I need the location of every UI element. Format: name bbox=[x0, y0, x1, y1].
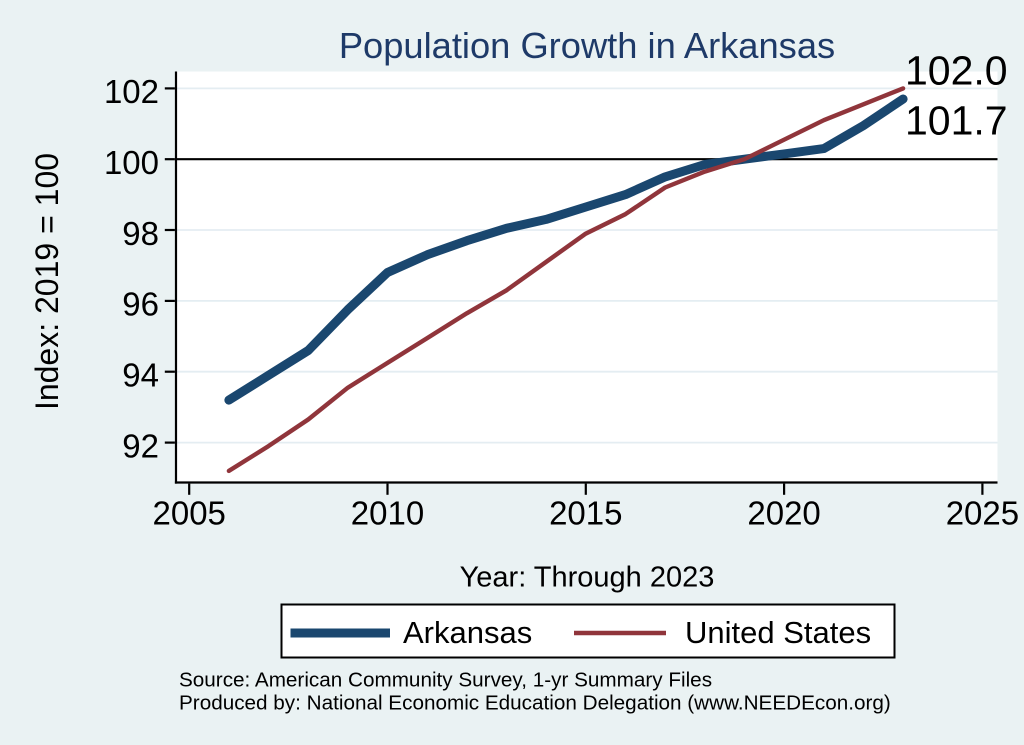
svg-text:96: 96 bbox=[122, 286, 159, 323]
svg-text:102: 102 bbox=[104, 73, 159, 110]
svg-text:Source: American Community Sur: Source: American Community Survey, 1-yr … bbox=[179, 669, 712, 692]
svg-text:101.7: 101.7 bbox=[905, 98, 1008, 144]
svg-text:2015: 2015 bbox=[549, 495, 622, 532]
svg-text:Arkansas: Arkansas bbox=[403, 615, 532, 650]
svg-text:Year: Through 2023: Year: Through 2023 bbox=[460, 562, 715, 594]
svg-text:102.0: 102.0 bbox=[905, 48, 1008, 94]
svg-text:98: 98 bbox=[122, 215, 159, 252]
svg-text:92: 92 bbox=[122, 427, 159, 464]
svg-text:100: 100 bbox=[104, 144, 159, 181]
svg-text:2005: 2005 bbox=[152, 495, 225, 532]
svg-text:Population Growth in Arkansas: Population Growth in Arkansas bbox=[339, 25, 835, 66]
svg-text:94: 94 bbox=[122, 357, 159, 394]
svg-text:2020: 2020 bbox=[747, 495, 820, 532]
svg-text:Produced by: National Economic: Produced by: National Economic Education… bbox=[179, 692, 891, 715]
svg-text:United States: United States bbox=[685, 615, 871, 650]
svg-text:2010: 2010 bbox=[351, 495, 424, 532]
svg-text:Index: 2019 = 100: Index: 2019 = 100 bbox=[29, 153, 65, 410]
svg-text:2025: 2025 bbox=[946, 495, 1019, 532]
